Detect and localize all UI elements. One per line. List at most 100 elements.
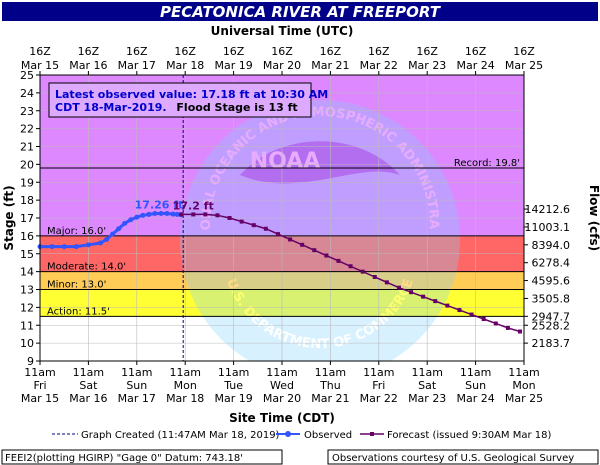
stage-tick-label: 15 [20,248,34,261]
observed-point [116,226,122,232]
utc-tick-date: Mar 17 [118,59,156,72]
cdt-tick-date: Mar 22 [360,392,398,405]
cdt-tick-time: 11am [24,366,55,379]
flow-tick-label: 2947.7 [532,310,571,323]
cdt-tick-date: Mar 17 [118,392,156,405]
watermark-disc [180,100,460,361]
forecast-point [239,219,244,224]
forecast-point [457,308,462,313]
observed-point [122,220,128,226]
forecast-point [215,213,220,218]
flow-tick-label: 8394.0 [532,239,571,252]
threshold-major-label: Major: 16.0' [47,226,106,237]
stage-tick-label: 24 [20,87,34,100]
forecast-peak-label: 17.2 ft [173,199,214,212]
observed-point [164,211,170,217]
watermark-noaa: NOAA [250,149,321,174]
title-bar [2,2,598,21]
flow-tick-label: 2528.2 [532,319,571,332]
stage-tick-label: 13 [20,284,34,297]
latest-value-box: Latest observed value: 17.18 ft at 10:30… [48,82,328,118]
cdt-tick-time: 11am [315,366,346,379]
cdt-tick-time: 11am [73,366,104,379]
forecast-point [445,303,450,308]
cdt-tick-date: Mar 20 [263,392,301,405]
footer-left-text: FEEI2(plotting HGIRP) "Gage 0" Datum: 74… [5,453,243,464]
cdt-tick-date: Mar 25 [505,392,543,405]
utc-tick-hour: 16Z [29,45,51,58]
forecast-point [179,212,184,217]
cdt-tick-day: Thu [319,379,341,392]
forecast-point [421,294,426,299]
forecast-point [348,264,353,269]
observed-point [104,236,110,242]
cdt-tick-time: 11am [508,366,539,379]
plot-frame [39,74,525,362]
cdt-tick-day: Sun [465,379,486,392]
stage-tick-label: 9 [27,355,34,368]
utc-tick-date: Mar 15 [21,59,59,72]
flow-tick-label: 6278.4 [532,257,571,270]
cdt-tick-time: 11am [169,366,200,379]
stage-tick-label: 22 [20,123,34,136]
forecast-point [275,232,280,237]
observed-point [152,211,158,217]
observed-point [174,211,180,217]
cdt-tick-date: Mar 18 [166,392,204,405]
stage-tick-label: 25 [20,69,34,82]
legend-observed-marker [285,431,291,437]
forecast-point [288,237,293,242]
flood-stage-note: Flood Stage is 13 ft [176,101,297,114]
utc-tick-hour: 16Z [271,45,293,58]
utc-tick-hour: 16Z [368,45,390,58]
forecast-point [469,312,474,317]
observed-point [85,242,91,248]
observed-point [49,244,55,250]
bottom-axis-title: Site Time (CDT) [229,411,335,425]
forecast-point [312,248,317,253]
cdt-tick-time: 11am [363,366,394,379]
utc-tick-hour: 16Z [126,45,148,58]
flow-tick-label: 2183.7 [532,337,571,350]
left-axis-title: Stage (ft) [2,185,16,250]
stage-tick-label: 14 [20,266,34,279]
threshold-minor-label: Minor: 13.0' [47,280,106,291]
utc-tick-hour: 16Z [223,45,245,58]
forecast-point [300,242,305,247]
observed-point [140,212,146,218]
cdt-tick-date: Mar 23 [408,392,446,405]
forecast-point [227,216,232,220]
cdt-tick-day: Sat [418,379,437,392]
flow-tick-label: 11003.1 [525,221,571,234]
observed-point [170,211,176,217]
legend: Graph Created (11:47AM Mar 18, 2019) Obs… [52,430,551,441]
latest-value-line1: Latest observed value: 17.18 ft at 10:30… [55,88,328,101]
flow-tick-label: 3505.8 [532,292,571,305]
utc-tick-date: Mar 24 [456,59,494,72]
latest-value-box-frame [48,82,312,118]
top-axis-title: Universal Time (UTC) [211,24,354,38]
stage-tick-label: 21 [20,141,34,154]
utc-tick-date: Mar 20 [263,59,301,72]
forecast-point [396,285,401,290]
forecast-point [263,226,268,231]
chart-title: PECATONICA RIVER AT FREEPORT [160,3,442,21]
utc-tick-date: Mar 16 [69,59,107,72]
cdt-tick-day: Tue [223,379,243,392]
observed-point [134,214,140,220]
stage-tick-label: 23 [20,105,34,118]
stage-tick-label: 12 [20,301,34,314]
cdt-tick-day: Sat [79,379,98,392]
forecast-point [251,223,256,228]
cdt-tick-date: Mar 16 [69,392,107,405]
forecast-point [481,316,486,321]
cdt-tick-time: 11am [411,366,442,379]
footer-right-text: Observations courtesy of U.S. Geological… [332,453,574,464]
cdt-tick-day: Mon [512,379,535,392]
cdt-tick-day: Fri [372,379,385,392]
cdt-tick-day: Fri [33,379,46,392]
footer-left-box [1,449,283,465]
utc-tick-date: Mar 18 [166,59,204,72]
forecast-point [336,258,341,263]
